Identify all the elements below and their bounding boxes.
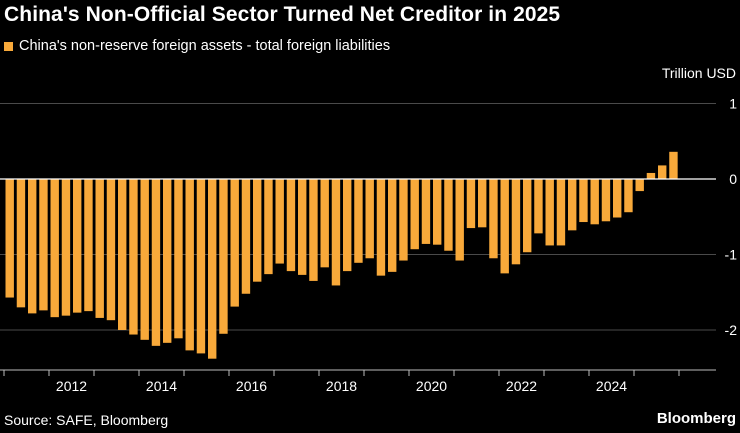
bar xyxy=(534,179,543,234)
x-tick-label: 2018 xyxy=(326,378,357,394)
source-note: Source: SAFE, Bloomberg xyxy=(4,412,169,428)
bar xyxy=(61,179,71,316)
bar xyxy=(50,179,59,318)
bar xyxy=(421,179,431,244)
x-tick-label: 2012 xyxy=(56,378,87,394)
bar xyxy=(624,179,633,213)
bar xyxy=(388,179,397,272)
bar xyxy=(466,179,476,229)
bar xyxy=(208,179,217,359)
y-tick-label: 0 xyxy=(729,171,737,187)
y-axis-unit-label: Trillion USD xyxy=(661,65,736,81)
bar xyxy=(523,179,532,253)
bar xyxy=(230,179,239,307)
bar xyxy=(376,179,386,276)
bar xyxy=(579,179,588,223)
bar xyxy=(129,179,138,335)
bar xyxy=(174,179,183,339)
bar xyxy=(635,179,644,192)
y-tick-label: 1 xyxy=(729,96,737,112)
bar xyxy=(298,179,307,275)
bar xyxy=(39,179,48,311)
bar xyxy=(444,179,453,251)
x-tick-label: 2020 xyxy=(416,378,447,394)
bar xyxy=(410,179,419,250)
bar xyxy=(275,179,284,264)
x-tick-label: 2022 xyxy=(506,378,537,394)
bar xyxy=(309,179,318,281)
bar xyxy=(511,179,521,265)
bar xyxy=(646,172,656,179)
x-tick-label: 2016 xyxy=(236,378,267,394)
bar xyxy=(545,179,554,246)
bar xyxy=(140,179,149,340)
bar xyxy=(185,179,194,351)
bar xyxy=(264,179,273,275)
brand-logo: Bloomberg xyxy=(656,410,736,427)
bar xyxy=(331,179,341,286)
bar xyxy=(5,179,14,298)
bar xyxy=(399,179,408,261)
y-tick-label: -2 xyxy=(725,322,738,338)
bar xyxy=(151,179,161,346)
bar xyxy=(73,179,82,313)
bar xyxy=(286,179,296,272)
bar xyxy=(241,179,251,294)
bar xyxy=(669,151,678,179)
bar xyxy=(118,179,127,330)
x-tick-label: 2024 xyxy=(596,378,627,394)
bar xyxy=(253,179,262,282)
legend-swatch-icon xyxy=(4,41,13,51)
bar xyxy=(658,165,667,179)
bar xyxy=(590,179,599,225)
bar xyxy=(433,179,442,245)
bar xyxy=(556,179,566,246)
bar xyxy=(613,179,622,218)
bar xyxy=(219,179,228,334)
bar xyxy=(106,179,116,321)
bar xyxy=(343,179,352,272)
bar xyxy=(500,179,509,274)
chart-title: China's Non-Official Sector Turned Net C… xyxy=(4,3,561,26)
bar xyxy=(601,179,611,222)
bar xyxy=(163,179,172,343)
legend: China's non-reserve foreign assets - tot… xyxy=(4,38,390,54)
bar xyxy=(455,179,464,261)
legend-label: China's non-reserve foreign assets - tot… xyxy=(19,38,391,54)
bar xyxy=(16,179,26,308)
bar xyxy=(568,179,577,231)
bar xyxy=(84,179,93,312)
bar xyxy=(478,179,487,228)
bar xyxy=(354,179,363,263)
bar xyxy=(28,179,37,314)
bar xyxy=(196,179,206,354)
bar xyxy=(95,179,104,318)
bar xyxy=(320,179,329,268)
bar xyxy=(365,179,374,259)
bar xyxy=(489,179,498,259)
y-tick-label: -1 xyxy=(725,247,738,263)
x-tick-label: 2014 xyxy=(146,378,177,394)
